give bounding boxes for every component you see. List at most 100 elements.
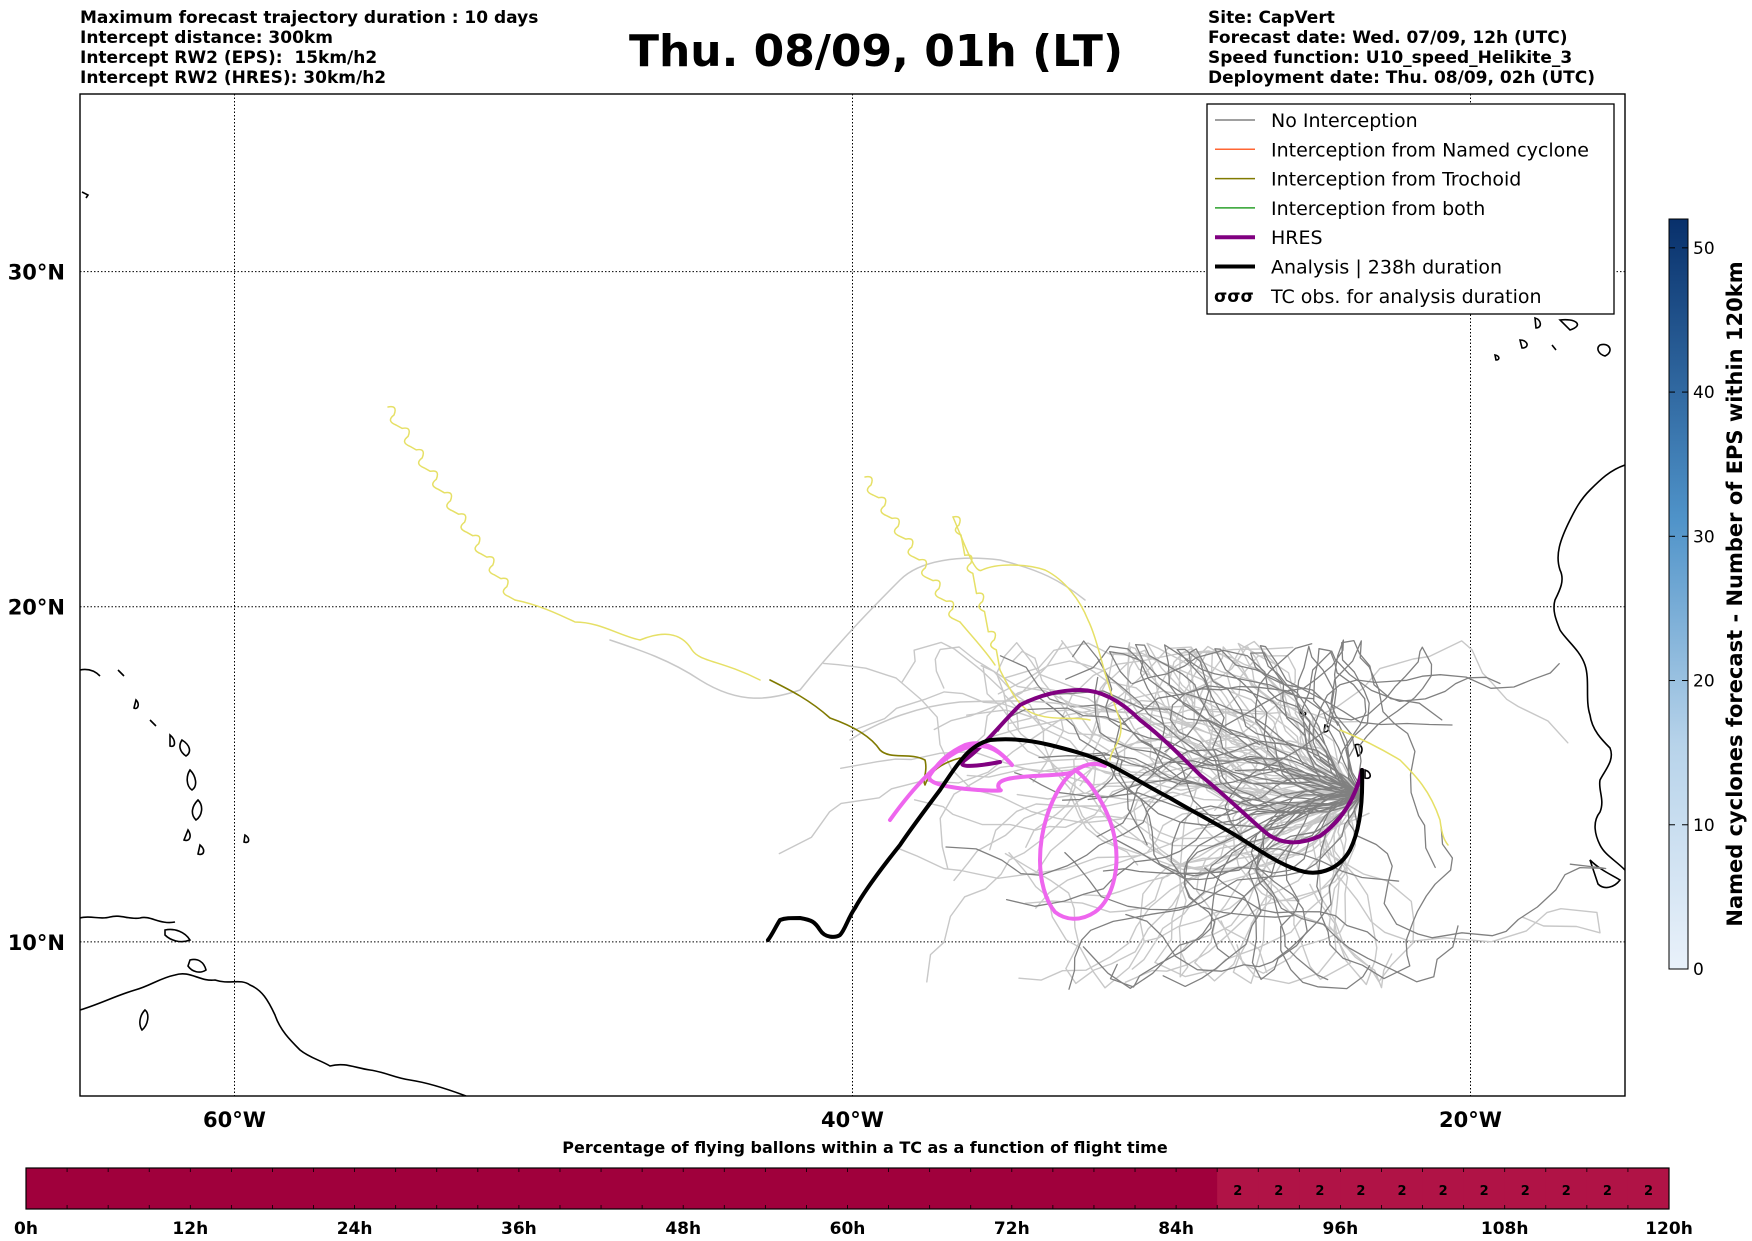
timebar-cell-value: 2 (1356, 1184, 1365, 1199)
timebar-cell (1176, 1168, 1218, 1209)
eps-trajectory (945, 740, 1363, 876)
timebar-cell (1504, 1168, 1547, 1209)
eps-trajectory (1164, 648, 1363, 796)
timebar-cell (724, 1168, 766, 1209)
timebar-tick-label: 120h (1645, 1219, 1693, 1239)
header-left: Maximum forecast trajectory duration : 1… (80, 8, 538, 88)
lat-label: 30°N (8, 261, 65, 285)
legend-label: Analysis | 238h duration (1271, 257, 1502, 279)
timebar-cell (806, 1168, 848, 1209)
flight-time-bar: Percentage of flying ballons within a TC… (14, 1138, 1693, 1239)
eps-trajectory (1116, 794, 1363, 881)
timebar-cell (1135, 1168, 1177, 1209)
timebar-cell (108, 1168, 150, 1209)
eps-trajectory (1144, 646, 1363, 870)
timebar-cell (847, 1168, 890, 1209)
eps-trajectory (1003, 642, 1363, 796)
timebar-cell (559, 1168, 602, 1209)
header-max-duration: Maximum forecast trajectory duration : 1… (80, 8, 539, 28)
eps-trajectory (1183, 794, 1363, 918)
coastlines (80, 191, 1625, 1096)
timebar-cell (765, 1168, 807, 1209)
eps-trajectory (1134, 643, 1363, 796)
legend-label: Interception from Named cyclone (1271, 139, 1589, 161)
colorbar-tick-label: 0 (1693, 960, 1704, 980)
eps-trajectory (1256, 790, 1459, 983)
timebar-cell (929, 1168, 972, 1209)
eps-trajectory (1254, 794, 1363, 981)
timebar-tick-label: 96h (1323, 1219, 1359, 1239)
coastline-canary (1493, 316, 1611, 361)
timebar-cell (1093, 1168, 1136, 1209)
eps-trajectory (1004, 794, 1363, 985)
timebar-cell-value: 2 (1603, 1184, 1612, 1199)
colorbar-tick-label: 50 (1693, 239, 1715, 259)
timebar-cell (354, 1168, 397, 1209)
header-forecast-date: Forecast date: Wed. 07/09, 12h (UTC) (1208, 28, 1568, 48)
hres-trajectory-light (888, 743, 1014, 822)
legend-label: Interception from both (1271, 198, 1485, 220)
header-intercept-distance: Intercept distance: 300km (80, 28, 333, 48)
eps-trajectory (1316, 794, 1454, 980)
timebar-cell-value: 2 (1315, 1184, 1324, 1199)
timebar-cell-value: 2 (1439, 1184, 1448, 1199)
trochoid-trajectory-light (387, 405, 516, 601)
eps-trajectory (1330, 640, 1436, 869)
eps-trajectory (989, 794, 1363, 874)
legend-tc-icon: σσσ (1214, 287, 1254, 307)
eps-trajectory (1104, 673, 1363, 801)
coastline-trinidad (187, 958, 207, 973)
timebar-cell (149, 1168, 191, 1209)
timebar-cell (1545, 1168, 1588, 1209)
colorbar-tick-label: 10 (1693, 816, 1715, 836)
timebar-cell-value: 2 (1233, 1184, 1242, 1199)
timebar-cell (190, 1168, 232, 1209)
timebar-tick-label: 0h (14, 1219, 38, 1239)
timebar-cell (970, 1168, 1013, 1209)
eps-trajectory (1224, 767, 1400, 882)
timebar-cell (518, 1168, 561, 1209)
timebar-cell (1258, 1168, 1300, 1209)
eps-trajectory (1259, 645, 1453, 796)
timebar-cell (313, 1168, 356, 1209)
timebar-tick-label: 24h (337, 1219, 373, 1239)
timebar-tick-label: 12h (172, 1219, 208, 1239)
eps-trajectory (926, 778, 1363, 983)
timebar-cell-value: 2 (1644, 1184, 1653, 1199)
eps-trajectory (1176, 648, 1363, 815)
eps-trajectory (1082, 794, 1363, 989)
timebar-cell (395, 1168, 438, 1209)
eps-trajectory (1131, 649, 1363, 796)
lon-label: 40°W (821, 1108, 884, 1132)
coastline-cape-verde (1298, 709, 1372, 780)
timebar-cell (1422, 1168, 1465, 1209)
timebar-tick-label: 108h (1481, 1219, 1529, 1239)
eps-trajectory (1014, 772, 1363, 817)
eps-trajectory (1238, 775, 1363, 980)
coastline-island-a (139, 1008, 149, 1032)
timebar-frame (25, 1167, 1670, 1210)
eps-trajectory (1067, 748, 1363, 814)
trochoid-trajectory-light (1339, 729, 1449, 846)
timebar-cell-value: 2 (1480, 1184, 1489, 1199)
eps-trajectory (1068, 794, 1363, 990)
coastline-antilles-small (80, 668, 250, 844)
eps-trajectory (1032, 650, 1363, 796)
timebar-cell (1052, 1168, 1095, 1209)
eps-trajectory (1163, 644, 1363, 796)
trochoid-trajectory-light (952, 516, 1122, 761)
axis-labels: 30°N 20°N 10°N 60°W 40°W 20°W (8, 261, 1502, 1132)
coastline-antilles-2 (164, 928, 192, 943)
timebar-cell (642, 1168, 684, 1209)
timebar-cell (601, 1168, 643, 1209)
timebar-cell (477, 1168, 520, 1209)
timebar-cell-value: 2 (1274, 1184, 1283, 1199)
eps-trajectory (1299, 640, 1569, 796)
eps-trajectory (1313, 648, 1367, 796)
eps-trajectory (1347, 794, 1607, 939)
timebar-cell-value: 2 (1521, 1184, 1530, 1199)
eps-trajectory (1214, 648, 1363, 796)
colorbar: 0 10 20 30 40 50 Named cyclones forecast - Nu… (1668, 218, 1747, 980)
eps-trajectory (1183, 787, 1363, 958)
timebar-cell (1011, 1168, 1054, 1209)
